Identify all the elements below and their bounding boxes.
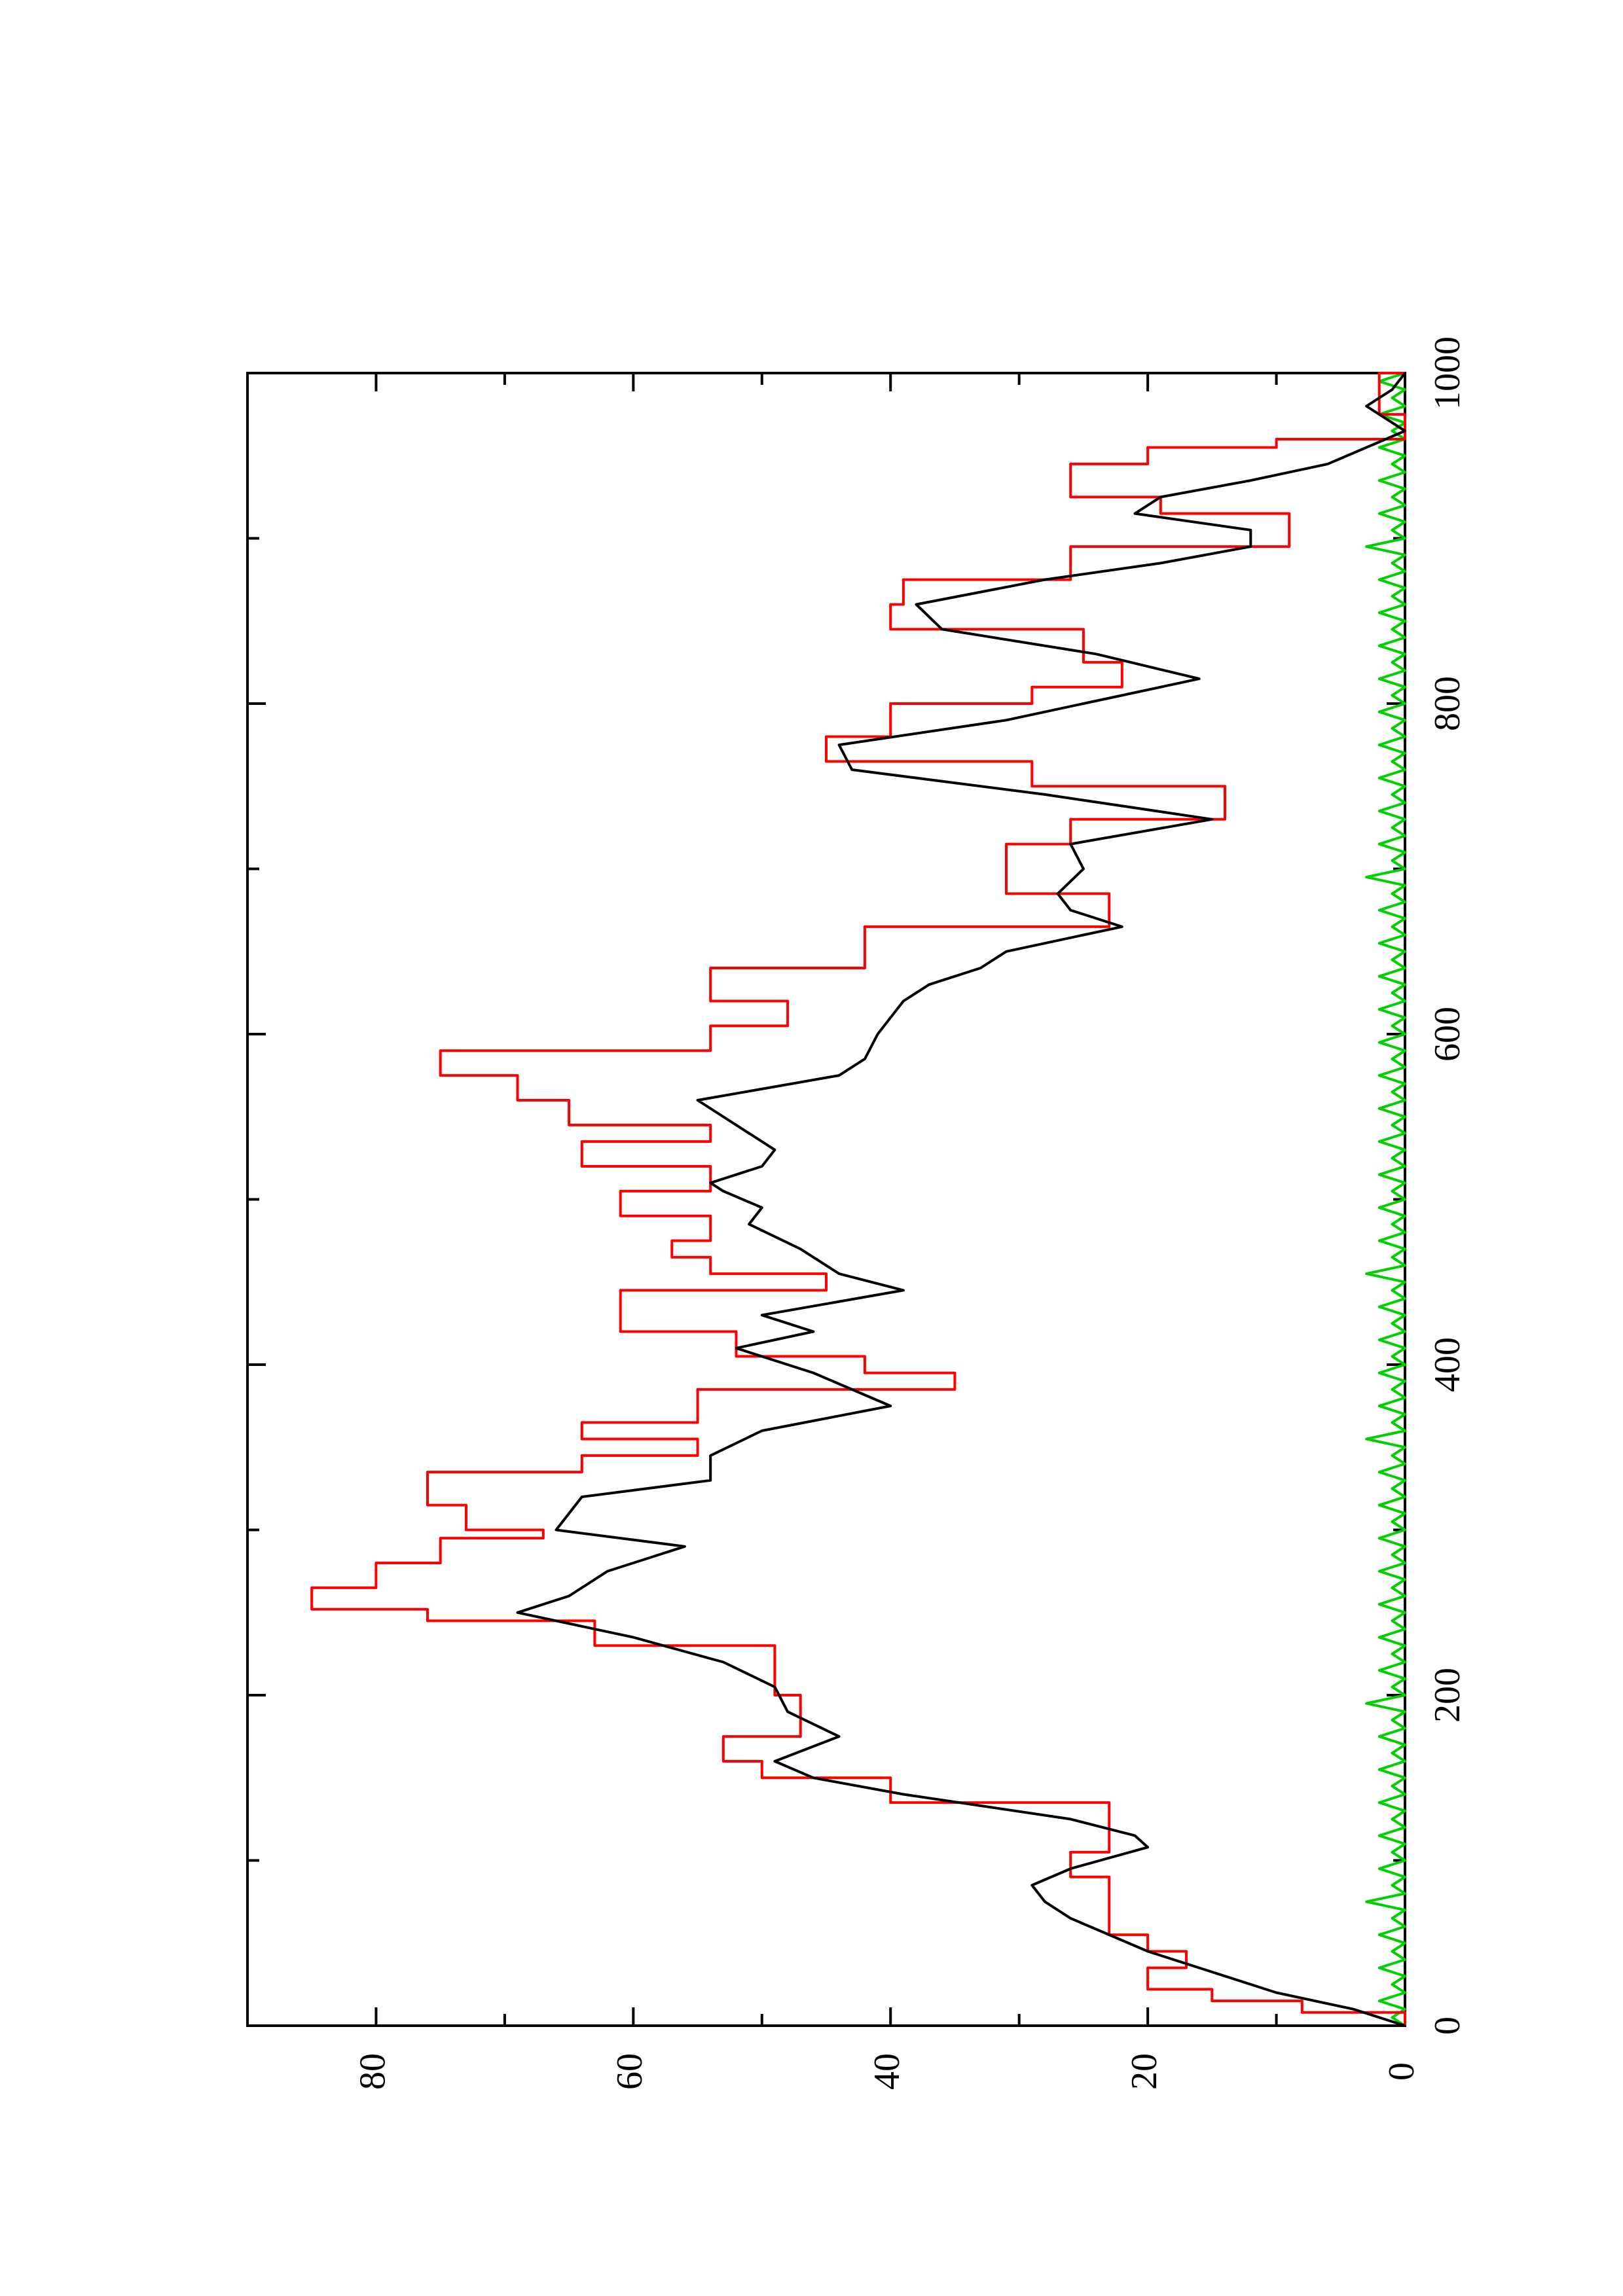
x-tick-label: 1000 [1427, 336, 1468, 410]
axis-ticks [247, 372, 1406, 2027]
series-layer [310, 372, 1406, 2027]
y-tick-label: 20 [1124, 2053, 1165, 2090]
series-line-2 [1365, 372, 1406, 2027]
x-tick-label: 0 [1427, 2017, 1468, 2035]
x-tick-label: 400 [1427, 1337, 1468, 1392]
axis-tick-labels: 0 200 400 600 800 1000 0 20 40 60 80 [352, 336, 1468, 2090]
y-tick-label: 80 [352, 2053, 393, 2090]
x-tick-label: 800 [1427, 676, 1468, 731]
series-line-1 [516, 372, 1406, 2027]
x-tick-label: 600 [1427, 1007, 1468, 1062]
y-tick-label: 0 [1381, 2062, 1422, 2081]
x-tick-label: 200 [1427, 1668, 1468, 1723]
y-tick-label: 40 [867, 2053, 907, 2090]
y-tick-label: 60 [610, 2053, 650, 2090]
series-line-0 [310, 372, 1406, 2026]
